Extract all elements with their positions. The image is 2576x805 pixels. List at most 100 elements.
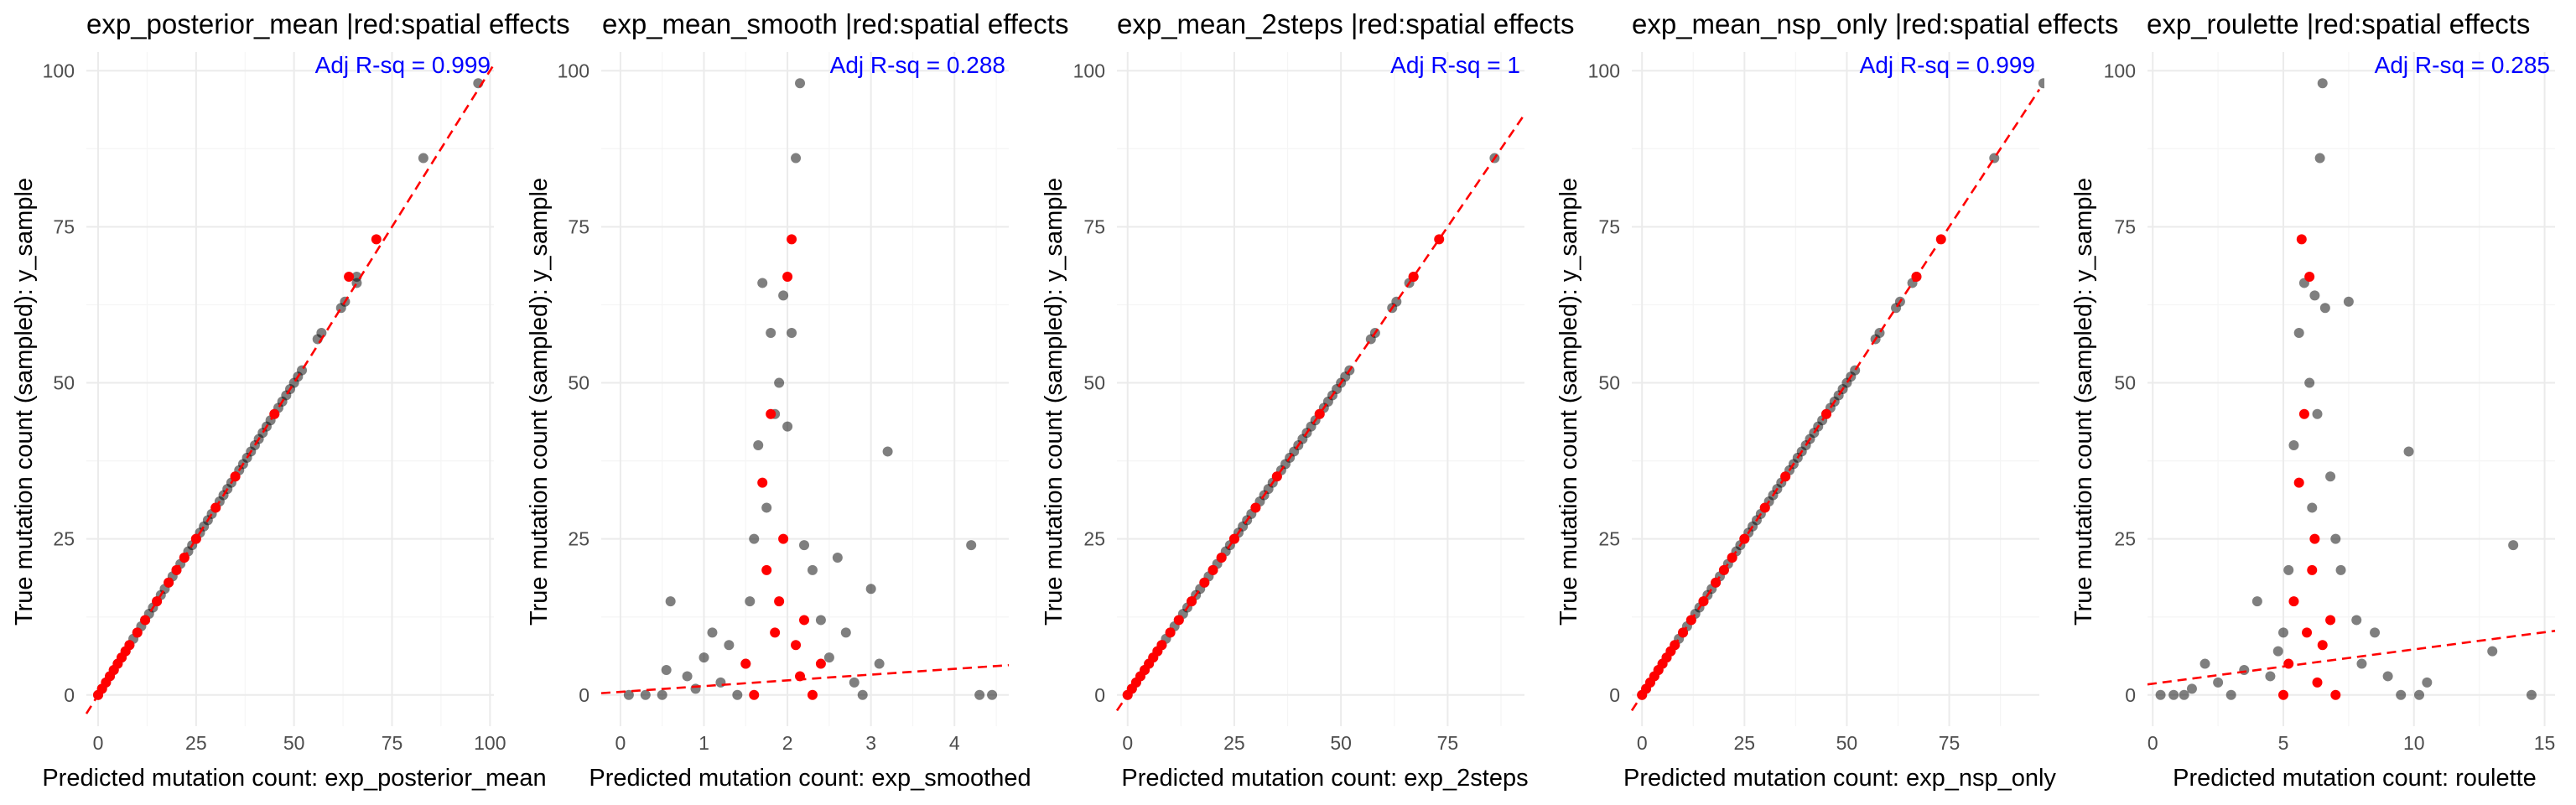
plot-area	[600, 78, 1010, 700]
x-tick-label: 75	[382, 732, 403, 754]
data-point	[2356, 658, 2367, 669]
x-tick-label: 75	[1437, 732, 1459, 754]
data-point-spatial	[2278, 689, 2288, 700]
panel-exp-mean-2steps: exp_mean_2steps |red:spatial effects Adj…	[1041, 8, 1574, 792]
y-axis-title: True mutation count (sampled): y_sample	[526, 178, 553, 626]
panel-title: exp_mean_smooth |red:spatial effects	[602, 8, 1068, 39]
data-point	[823, 652, 834, 663]
x-tick-label: 50	[1330, 732, 1352, 754]
adj-r-sq-annotation: Adj R-sq = 0.285	[2375, 52, 2550, 78]
data-point	[661, 665, 672, 675]
data-point	[2213, 677, 2224, 688]
data-point-spatial	[782, 272, 793, 282]
data-point	[2168, 689, 2179, 700]
data-point-spatial	[2296, 234, 2307, 245]
y-tick-label: 50	[568, 372, 589, 394]
data-point-spatial	[761, 564, 772, 575]
data-point	[623, 689, 634, 700]
x-axis-title: Predicted mutation count: exp_posterior_…	[42, 765, 546, 792]
data-point	[882, 446, 893, 457]
x-tick-label: 0	[1637, 732, 1648, 754]
panel-title: exp_roulette |red:spatial effects	[2147, 8, 2530, 39]
y-tick-label: 25	[1598, 528, 1620, 550]
data-point	[724, 640, 735, 651]
data-point	[2487, 646, 2498, 657]
data-point	[2038, 78, 2044, 89]
x-tick-label: 2	[782, 732, 793, 754]
data-point	[2370, 627, 2381, 638]
data-point-spatial	[815, 658, 826, 669]
data-point	[707, 627, 718, 638]
adj-r-sq-annotation: Adj R-sq = 0.999	[315, 52, 491, 78]
fit-line	[2147, 630, 2556, 686]
data-point	[418, 153, 428, 164]
data-point	[2307, 502, 2318, 513]
plot-area	[1115, 78, 1550, 712]
data-point-spatial	[740, 658, 751, 669]
y-tick-label: 25	[2114, 528, 2136, 550]
x-tick-label: 4	[949, 732, 960, 754]
data-point	[2382, 671, 2393, 682]
data-point	[351, 272, 362, 282]
data-point	[2403, 446, 2414, 457]
y-tick-label: 75	[1598, 216, 1620, 237]
y-tick-label: 75	[53, 216, 75, 237]
plot-area	[85, 64, 496, 714]
x-tick-label: 50	[283, 732, 305, 754]
x-tick-label: 25	[1223, 732, 1245, 754]
data-point-spatial	[2293, 477, 2304, 488]
data-point-spatial	[2288, 596, 2299, 607]
y-tick-label: 100	[558, 60, 589, 81]
fit-line	[600, 663, 1010, 694]
data-point-spatial	[757, 477, 768, 488]
y-tick-label: 25	[1083, 528, 1105, 550]
fit-line	[85, 64, 496, 714]
data-point	[2265, 671, 2276, 682]
data-point-spatial	[2317, 640, 2328, 651]
data-point	[2293, 328, 2304, 338]
data-point	[799, 540, 810, 551]
data-point-spatial	[2309, 533, 2320, 544]
data-point	[2317, 78, 2328, 89]
data-point	[749, 533, 760, 544]
data-point	[2314, 153, 2325, 164]
y-tick-label: 100	[1073, 60, 1105, 81]
data-point	[2319, 303, 2330, 314]
data-point	[778, 290, 789, 301]
data-point-spatial	[774, 596, 785, 607]
data-point-spatial	[2330, 689, 2341, 700]
data-point	[2351, 615, 2362, 626]
data-point	[795, 78, 806, 89]
x-tick-label: 5	[2278, 732, 2289, 754]
y-axis-title: True mutation count (sampled): y_sample	[11, 178, 38, 626]
x-tick-label: 75	[1939, 732, 1961, 754]
data-point	[2179, 689, 2189, 700]
data-point	[2155, 689, 2166, 700]
panel-exp-mean-smooth: exp_mean_smooth |red:spatial effects Adj…	[526, 8, 1068, 792]
data-point	[316, 328, 327, 338]
data-point	[2325, 471, 2336, 482]
x-tick-label: 0	[615, 732, 626, 754]
data-point	[757, 278, 768, 288]
x-axis-title: Predicted mutation count: exp_smoothed	[589, 765, 1031, 792]
plot-area	[1630, 78, 2044, 712]
data-point	[966, 540, 977, 551]
data-point	[2343, 296, 2354, 307]
data-point	[791, 153, 802, 164]
plot-area	[2147, 78, 2556, 700]
data-point	[787, 328, 797, 338]
data-point	[2239, 665, 2250, 675]
x-tick-label: 0	[1122, 732, 1133, 754]
y-axis-title: True mutation count (sampled): y_sample	[1041, 178, 1067, 626]
data-point	[1540, 78, 1550, 88]
data-point	[2272, 646, 2283, 657]
adj-r-sq-annotation: Adj R-sq = 0.288	[830, 52, 1005, 78]
data-point-spatial	[2302, 627, 2313, 638]
x-axis-title: Predicted mutation count: exp_nsp_only	[1623, 765, 2056, 792]
panel-exp-posterior-mean: exp_posterior_mean |red:spatial effects …	[11, 8, 570, 792]
data-point	[690, 683, 701, 694]
data-point-spatial	[799, 615, 810, 626]
x-tick-label: 100	[474, 732, 506, 754]
panel-exp-roulette: exp_roulette |red:spatial effects Adj R-…	[2070, 8, 2555, 792]
